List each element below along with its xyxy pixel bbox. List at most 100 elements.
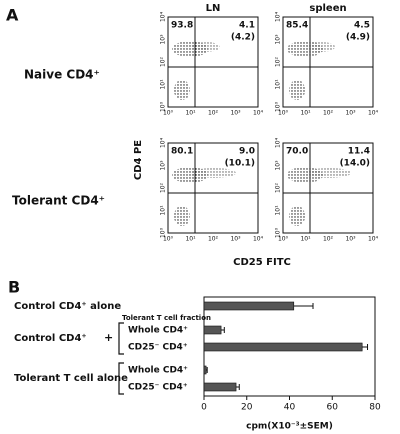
panel-label: B [8,278,20,297]
y-tick-label: 10² [160,56,167,67]
x-tick-label: 10² [323,236,334,243]
quadrant-value: (14.0) [340,159,370,169]
quadrant-value: 85.4 [286,21,308,31]
quadrant-value: 11.4 [348,147,370,157]
plot-frame [167,142,259,234]
y-tick-label: 10³ [275,34,282,45]
cell-cluster [192,42,220,52]
error-bar [293,303,314,309]
y-tick-label: 10⁴ [275,137,282,148]
x-tick-label: 10² [208,110,219,117]
x-tick-label: 10⁰ [278,236,289,243]
y-tick-label: 10⁰ [160,101,167,112]
x-tick-label: 10² [323,110,334,117]
quadrant-value: (4.9) [346,33,370,43]
row-label: Tolerant CD4⁺ [12,194,105,208]
x-tick-label: 10³ [345,110,356,117]
column-title: LN [206,3,221,14]
y-axis-title: CD4 PE [133,140,144,180]
x-tick-label: 10¹ [185,110,196,117]
panel-label: A [6,6,19,25]
bracket [118,362,124,395]
fraction-label: Tolerant T cell fraction [122,314,211,322]
y-tick-label: 10⁴ [160,137,167,148]
x-tick-label: 80 [369,403,381,413]
x-tick-label: 60 [327,403,339,413]
quadrant-value: (4.2) [231,33,255,43]
error-bar [221,327,225,333]
y-tick-label: 10⁰ [160,227,167,238]
x-axis-title: CD25 FITC [233,257,291,268]
category-label: CD25⁻ CD4⁺ [128,383,188,393]
group-label: Tolerant T cell alone [14,373,128,384]
y-tick-label: 10⁴ [275,11,282,22]
y-tick-label: 10¹ [275,79,282,90]
row-label: Naive CD4⁺ [24,68,100,82]
cell-cluster [289,206,305,226]
y-tick-label: 10³ [275,160,282,171]
y-tick-label: 10⁰ [275,101,282,112]
category-label: CD25⁻ CD4⁺ [128,343,188,353]
x-tick-label: 10⁴ [253,110,264,117]
quadrant-value: (10.1) [225,159,255,169]
x-tick-label: 0 [201,403,207,413]
x-tick-label: 10³ [345,236,356,243]
cell-cluster [192,168,236,178]
group-symbol: + [104,331,113,344]
quadrant-value: 4.1 [239,21,255,31]
error-bar [236,384,240,390]
bar [203,382,237,392]
x-tick-label: 10² [208,236,219,243]
x-tick-label: 10³ [230,236,241,243]
category-label: Whole CD4⁺ [128,366,188,376]
x-tick-label: 10⁴ [253,236,264,243]
cell-cluster [174,80,190,100]
cell-cluster [174,206,190,226]
plot-frame [282,16,374,108]
bar [203,342,363,352]
quadrant-value: 9.0 [239,147,255,157]
x-tick-label: 10⁰ [278,110,289,117]
column-title: spleen [309,3,346,14]
category-label: Whole CD4⁺ [128,326,188,336]
x-tick-label: 10⁴ [368,110,379,117]
x-axis-title: cpm(X10⁻³±SEM) [246,422,333,432]
x-tick-label: 10¹ [185,236,196,243]
x-tick-label: 20 [241,403,253,413]
y-tick-label: 10² [160,182,167,193]
quadrant-value: 70.0 [286,147,308,157]
y-tick-label: 10⁴ [160,11,167,22]
cell-cluster [307,168,351,178]
quadrant-value: 4.5 [354,21,370,31]
y-tick-label: 10³ [160,34,167,45]
x-tick-label: 10¹ [300,236,311,243]
x-tick-label: 10¹ [300,110,311,117]
x-tick-label: 10⁴ [368,236,379,243]
y-tick-label: 10² [275,56,282,67]
y-tick-label: 10³ [160,160,167,171]
error-bar [206,367,208,373]
cell-cluster [307,42,335,52]
x-tick-label: 10⁰ [163,236,174,243]
bar [203,325,222,335]
bar [203,365,207,375]
bar [203,301,295,311]
x-tick-label: 40 [284,403,296,413]
x-tick-label: 10³ [230,110,241,117]
y-tick-label: 10² [275,182,282,193]
y-tick-label: 10¹ [275,205,282,216]
quadrant-value: 80.1 [171,147,193,157]
group-label: Control CD4⁺ [14,333,87,344]
bracket [118,322,124,355]
error-bar [362,344,369,350]
plot-frame [167,16,259,108]
y-tick-label: 10¹ [160,205,167,216]
cell-cluster [289,80,305,100]
y-tick-label: 10¹ [160,79,167,90]
y-tick-label: 10⁰ [275,227,282,238]
x-tick-label: 10⁰ [163,110,174,117]
quadrant-value: 93.8 [171,21,193,31]
category-label: Control CD4⁺ alone [14,301,121,312]
plot-frame [282,142,374,234]
